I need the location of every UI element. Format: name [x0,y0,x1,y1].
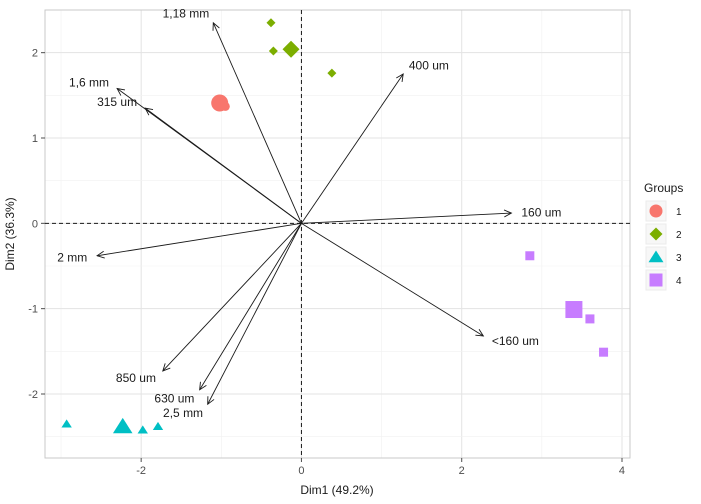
legend: Groups 1 2 3 4 [644,181,683,291]
variable-label: 400 um [409,59,449,73]
variable-label: 2,5 mm [163,406,203,420]
variable-arrow-head [96,250,105,259]
variable-arrow-head [396,73,404,82]
y-tick-label: 1 [32,133,38,145]
variable-arrow-head [199,381,207,391]
legend-title: Groups [644,181,683,195]
plot-border [44,9,631,459]
x-tick-label: 0 [298,465,304,477]
variable-arrow-head [475,328,485,337]
legend-label: 3 [676,253,682,264]
y-tick-label: 0 [32,218,38,230]
group-centroid [112,417,133,434]
data-point [152,421,164,431]
grid [45,9,630,458]
variable-arrow-head [162,363,171,372]
legend-label: 1 [676,207,682,218]
x-tick-label: 4 [619,465,625,477]
variable-arrow-head [207,396,215,406]
variable-arrow [199,223,302,390]
group-centroid [565,301,583,319]
variable-arrow [212,22,302,224]
data-point [137,425,148,434]
variable-label: <160 um [492,334,539,348]
variable-arrows: 1,18 mm 400 um 1,6 mm 315 um 160 um 2 mm <160 … [57,7,561,420]
data-point [266,18,276,28]
variable-arrow [301,222,484,337]
data-point [61,419,72,428]
group-centroid [282,40,300,58]
variable-arrow-head [116,87,126,96]
variable-arrow [162,223,302,372]
group-centroid [211,94,229,112]
variable-arrow [97,222,302,257]
x-axis-title: Dim1 (49.2%) [300,483,373,497]
data-point [599,347,609,357]
variable-label: 2 mm [57,250,87,264]
variable-label: 1,18 mm [163,7,210,21]
group-points [61,18,609,434]
variable-arrow-head [212,21,220,31]
x-tick-label: -2 [136,465,146,477]
legend-marker [649,204,663,218]
variable-arrow [301,73,404,224]
variable-label: 315 um [97,95,137,109]
data-point [585,314,595,324]
axis-ticks: -2 0 2 4 -2 -1 0 1 2 [28,48,625,477]
variable-label: 160 um [521,206,561,220]
legend-marker [649,227,663,241]
legend-label: 4 [676,276,682,287]
variable-arrow [301,212,512,224]
y-tick-label: -2 [28,389,38,401]
x-tick-label: 2 [459,465,465,477]
y-axis-title: Dim2 (36.3%) [3,197,17,270]
variable-arrow [144,107,302,224]
y-tick-label: -1 [28,304,38,316]
variable-arrow-head [144,107,154,116]
plot-background [45,10,630,458]
variable-arrow-head [503,209,513,218]
y-tick-label: 2 [32,48,38,60]
variable-label: 630 um [154,391,194,405]
legend-marker [649,273,663,287]
data-point [525,251,535,261]
variable-label: 1,6 mm [69,76,109,90]
legend-marker [648,250,664,263]
variable-arrow [207,223,302,405]
legend-label: 2 [676,230,682,241]
variable-label: 850 um [116,371,156,385]
data-point [268,46,278,56]
data-point [327,68,337,78]
